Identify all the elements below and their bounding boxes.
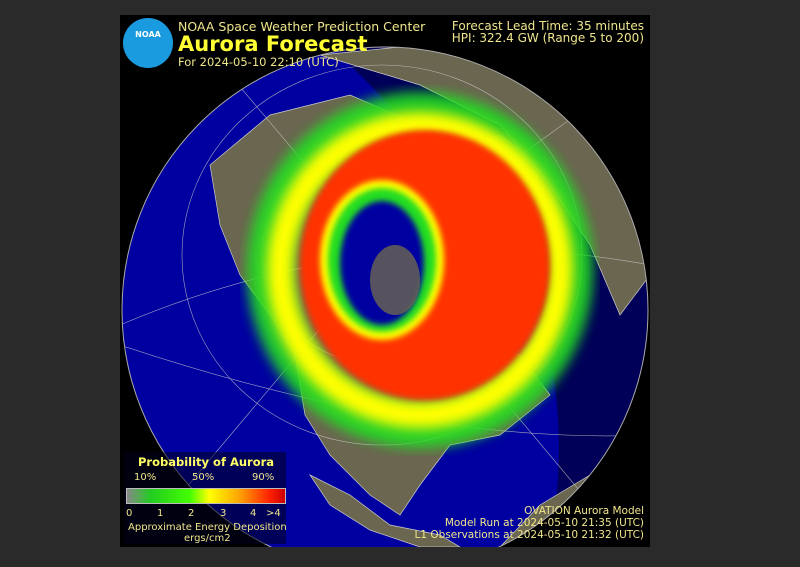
lead-time: Forecast Lead Time: 35 minutes <box>451 19 644 33</box>
legend-tick: 2 <box>188 508 195 519</box>
noaa-logo: NOAA <box>123 18 173 68</box>
forecast-date: For 2024-05-10 22:10 (UTC) <box>178 55 339 69</box>
legend-tick: 1 <box>157 508 164 519</box>
legend-color-bar <box>126 488 286 504</box>
legend-pct-90: 90% <box>252 472 275 483</box>
page-title: Aurora Forecast <box>178 32 368 56</box>
legend-title: Probability of Aurora <box>138 455 275 469</box>
organization: NOAA Space Weather Prediction Center <box>178 19 426 34</box>
legend-tick: >4 <box>266 508 281 519</box>
energy-units: ergs/cm2 <box>184 533 231 544</box>
globe-outline <box>121 46 649 547</box>
energy-label: Approximate Energy Deposition <box>128 522 287 533</box>
globe-map <box>121 46 649 547</box>
land-mexico <box>308 474 462 547</box>
logo-text: NOAA <box>135 30 161 39</box>
legend-tick: 0 <box>126 508 133 519</box>
legend-tick: 3 <box>220 508 227 519</box>
model-name: OVATION Aurora Model <box>524 505 644 517</box>
legend-pct-50: 50% <box>192 472 215 483</box>
probability-legend: Probability of Aurora 10% 50% 90% 0 1 2 … <box>124 452 287 544</box>
aurora-forecast-image: NOAA NOAA Space Weather Prediction Cente… <box>120 15 650 547</box>
legend-pct-10: 10% <box>134 472 157 483</box>
legend-tick: 4 <box>250 508 257 519</box>
l1-observations: L1 Observations at 2024-05-10 21:32 (UTC… <box>414 529 644 541</box>
hpi-value: HPI: 322.4 GW (Range 5 to 200) <box>451 31 644 45</box>
aurora-oval <box>247 92 593 448</box>
model-run: Model Run at 2024-05-10 21:35 (UTC) <box>444 517 644 529</box>
